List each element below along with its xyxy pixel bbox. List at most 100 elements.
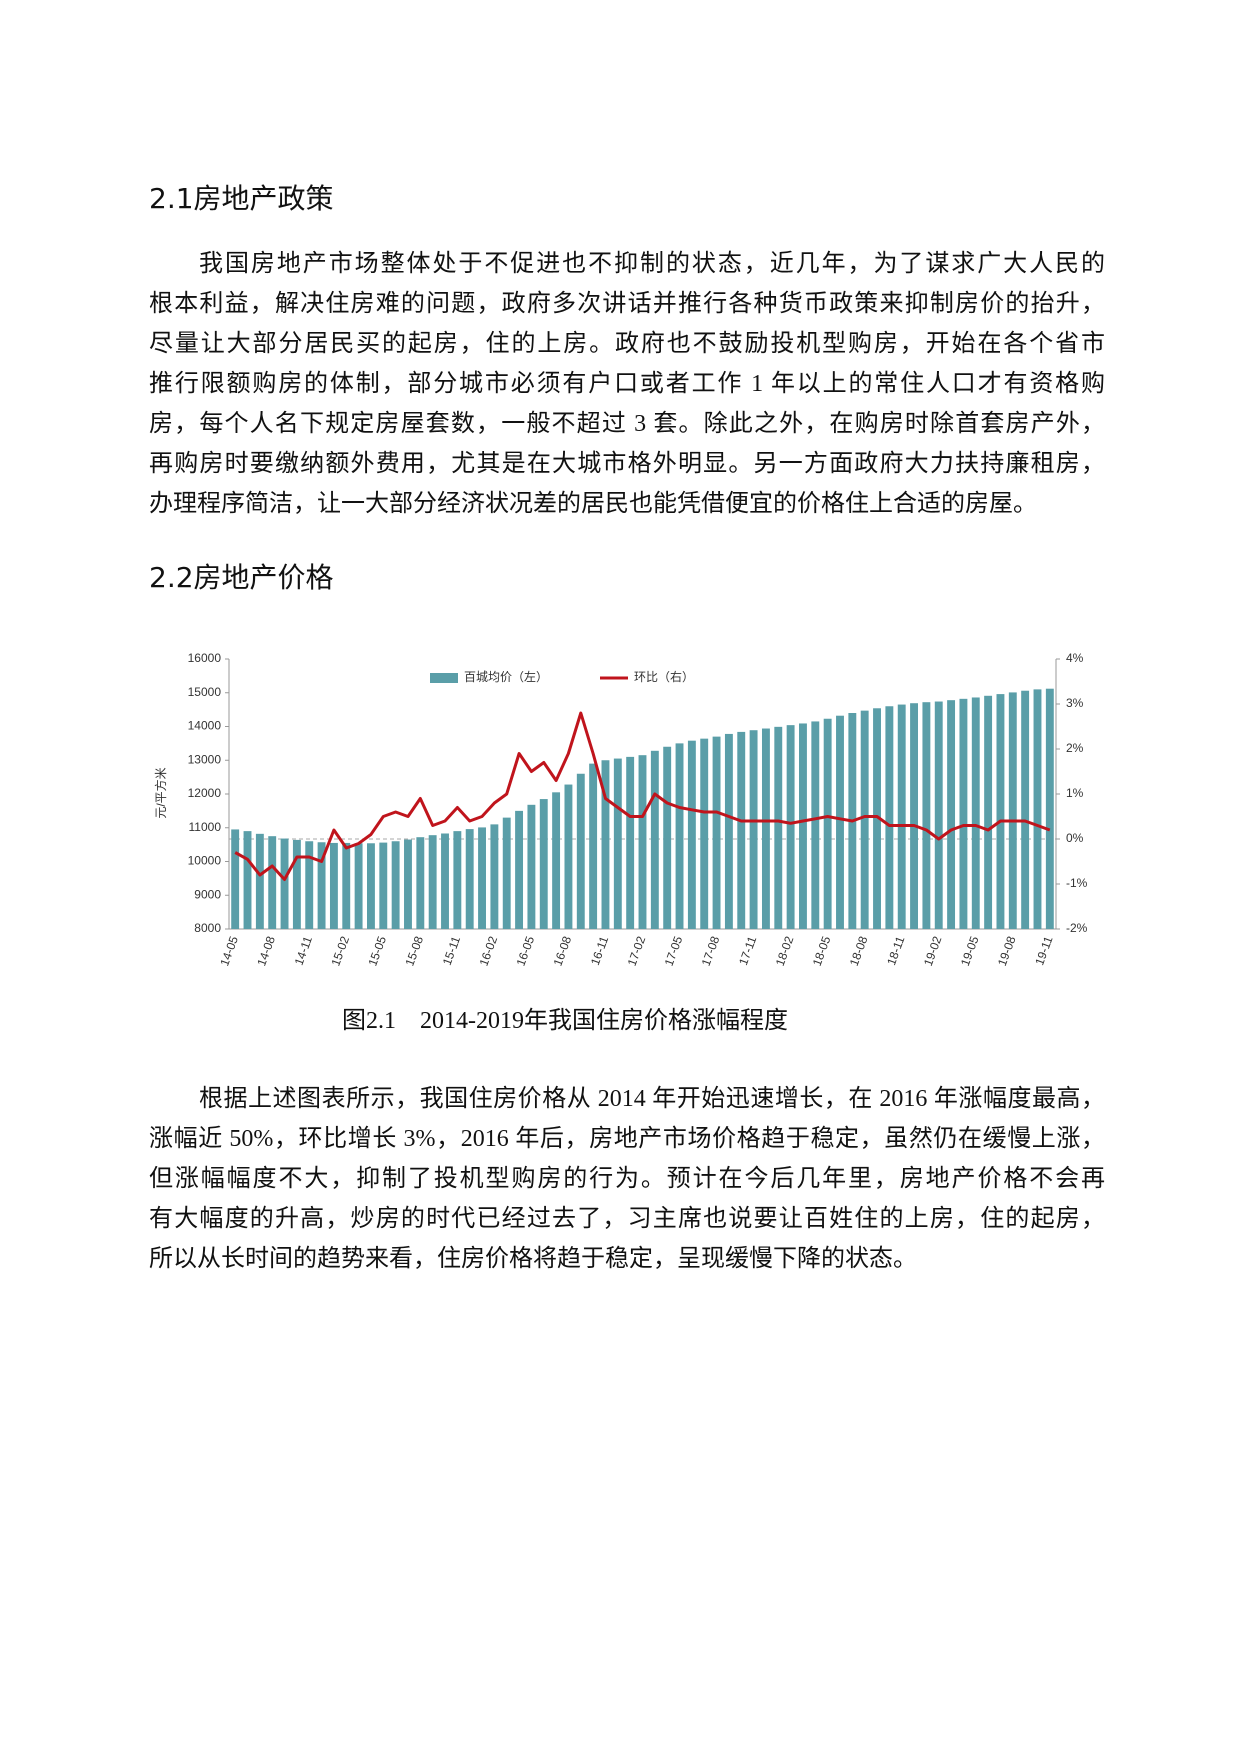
bar — [280, 838, 289, 929]
x-tick-label: 14-08 — [254, 934, 278, 968]
bar — [515, 810, 524, 929]
bar — [712, 736, 721, 929]
text-line: 有大幅度的升高，炒房的时代已经过去了，习主席也说要让百姓住的上房，住的起房， — [149, 1206, 1105, 1232]
bar — [996, 694, 1005, 929]
bar — [984, 695, 993, 929]
x-tick-label: 15-02 — [328, 934, 352, 968]
y-tick-label: 9000 — [194, 887, 221, 901]
x-tick-label: 19-05 — [958, 934, 982, 968]
bar — [329, 842, 338, 929]
bar — [885, 706, 894, 929]
bar — [836, 715, 844, 929]
x-tick-label: 18-08 — [847, 934, 871, 968]
text-line: 推行限额购房的体制，部分城市必须有户口或者工作 1 年以上的常住人口才有资格购 — [149, 371, 1105, 397]
y-tick-label: 15000 — [188, 685, 222, 699]
y2-tick-label: 4% — [1066, 651, 1084, 665]
x-tick-label: 15-08 — [402, 934, 426, 968]
text-line: 尽量让大部分居民买的起房，住的上房。政府也不鼓励投机型购房，开始在各个省市 — [149, 331, 1105, 357]
bar — [404, 839, 412, 929]
bar — [552, 792, 561, 929]
bar — [749, 730, 758, 929]
bar — [811, 721, 820, 929]
heading: 2.2房地产价格 — [149, 561, 334, 594]
bar — [268, 836, 277, 929]
bar — [1033, 689, 1042, 929]
x-tick-label: 16-08 — [551, 934, 575, 968]
bar — [441, 833, 449, 929]
y-tick-label: 16000 — [188, 651, 222, 665]
bar — [601, 760, 610, 929]
x-tick-label: 18-11 — [884, 934, 907, 967]
y2-tick-label: 1% — [1066, 786, 1084, 800]
x-tick-label: 17-11 — [736, 934, 759, 967]
bar — [428, 835, 437, 929]
y-axis-label: 元/平方米 — [153, 767, 168, 818]
bar — [922, 702, 931, 929]
x-tick-label: 19-11 — [1032, 934, 1055, 967]
text-line: 办理程序简洁，让一大部分经济状况差的居民也能凭借便宜的价格住上合适的房屋。 — [149, 491, 1037, 517]
bar — [786, 725, 795, 929]
x-tick-label: 19-08 — [995, 934, 1019, 968]
legend-label: 环比（右） — [634, 669, 694, 684]
bar — [774, 726, 783, 929]
y2-tick-label: -2% — [1066, 921, 1088, 935]
heading: 2.1房地产政策 — [149, 182, 334, 215]
bar — [576, 773, 585, 929]
y2-tick-label: 0% — [1066, 831, 1084, 845]
y-tick-label: 14000 — [188, 719, 222, 733]
text-line: 涨幅近 50%，环比增长 3%，2016 年后，房地产市场价格趋于稳定，虽然仍在… — [149, 1126, 1105, 1152]
y-tick-label: 8000 — [194, 921, 221, 935]
paragraph: 我国房地产市场整体处于不促进也不抑制的状态，近几年，为了谋求广大人民的 根本利益，… — [149, 244, 1105, 524]
bar — [724, 733, 733, 929]
bar — [897, 704, 906, 929]
bar — [305, 841, 314, 929]
bar — [613, 758, 622, 929]
bar — [502, 817, 511, 929]
x-tick-label: 17-05 — [662, 934, 686, 968]
x-tick-label: 19-02 — [921, 934, 945, 968]
bar — [910, 703, 919, 929]
x-tick-label: 18-02 — [773, 934, 797, 968]
bar — [453, 831, 462, 929]
bar — [243, 831, 252, 929]
text-line: 根据上述图表所示，我国住房价格从 2014 年开始迅速增长，在 2016 年涨幅… — [199, 1086, 1105, 1112]
text-line: 房，每个人名下规定房屋套数，一般不超过 3 套。除此之外，在购房时除首套房产外， — [149, 411, 1105, 437]
bar — [934, 701, 943, 929]
bar — [416, 837, 425, 929]
text-line: 我国房地产市场整体处于不促进也不抑制的状态，近几年，为了谋求广大人民的 — [199, 251, 1105, 277]
x-tick-label: 15-05 — [365, 934, 389, 968]
bar — [687, 740, 696, 929]
bar — [465, 829, 474, 929]
bar — [638, 755, 647, 929]
text-line: 但涨幅幅度不大，抑制了投机型购房的行为。预计在今后几年里，房地产价格不会再 — [149, 1166, 1105, 1192]
y2-tick-label: -1% — [1066, 876, 1088, 890]
bar — [379, 842, 388, 929]
bar — [873, 708, 881, 929]
text-line: 所以从长时间的趋势来看，住房价格将趋于稳定，呈现缓慢下降的状态。 — [149, 1246, 917, 1272]
bar — [650, 750, 659, 929]
bar — [823, 718, 832, 929]
bar — [527, 804, 536, 929]
y-tick-label: 10000 — [188, 854, 222, 868]
bar — [589, 763, 598, 929]
y-tick-label: 12000 — [188, 786, 222, 800]
bar — [761, 728, 770, 929]
bar — [947, 700, 956, 929]
bar — [478, 827, 486, 929]
paragraph: 根据上述图表所示，我国住房价格从 2014 年开始迅速增长，在 2016 年涨幅… — [149, 1079, 1105, 1279]
bar — [490, 824, 499, 929]
bar — [366, 843, 375, 929]
bar — [737, 731, 746, 929]
x-tick-label: 14-05 — [217, 934, 241, 968]
x-tick-label: 18-05 — [810, 934, 834, 968]
bar — [971, 697, 980, 929]
bar — [700, 738, 709, 929]
y-tick-label: 11000 — [189, 820, 222, 834]
bar — [292, 839, 301, 929]
x-tick-label: 17-08 — [699, 934, 723, 968]
y2-tick-label: 2% — [1066, 741, 1084, 755]
bar — [799, 723, 807, 929]
bar — [354, 843, 363, 929]
bar — [959, 698, 968, 929]
legend-label: 百城均价（左） — [464, 669, 548, 684]
